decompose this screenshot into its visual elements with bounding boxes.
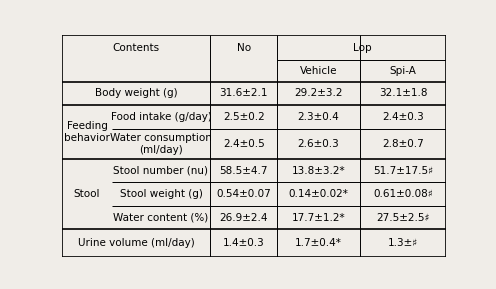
- Text: Stool: Stool: [74, 189, 100, 199]
- Text: 2.6±0.3: 2.6±0.3: [298, 139, 339, 149]
- Text: 2.3±0.4: 2.3±0.4: [298, 112, 339, 122]
- Text: Food intake (g/day): Food intake (g/day): [111, 112, 211, 122]
- Text: 2.8±0.7: 2.8±0.7: [382, 139, 424, 149]
- Text: 51.7±17.5♯: 51.7±17.5♯: [373, 166, 433, 175]
- Text: 27.5±2.5♯: 27.5±2.5♯: [376, 212, 430, 223]
- Text: 13.8±3.2*: 13.8±3.2*: [292, 166, 345, 175]
- Text: Feeding
behavior: Feeding behavior: [64, 121, 110, 143]
- Text: 0.14±0.02*: 0.14±0.02*: [289, 189, 349, 199]
- Text: 26.9±2.4: 26.9±2.4: [219, 212, 268, 223]
- Text: Stool number (nu): Stool number (nu): [114, 166, 208, 175]
- Text: Water consumption
(ml/day): Water consumption (ml/day): [110, 133, 212, 155]
- Text: 32.1±1.8: 32.1±1.8: [379, 88, 428, 98]
- Text: Spi-A: Spi-A: [390, 66, 417, 76]
- Text: No: No: [237, 42, 250, 53]
- Text: Urine volume (ml/day): Urine volume (ml/day): [77, 238, 194, 248]
- Text: 0.54±0.07: 0.54±0.07: [216, 189, 271, 199]
- Text: 2.4±0.5: 2.4±0.5: [223, 139, 264, 149]
- Text: 1.7±0.4*: 1.7±0.4*: [295, 238, 342, 248]
- Text: 17.7±1.2*: 17.7±1.2*: [292, 212, 345, 223]
- Text: 1.4±0.3: 1.4±0.3: [223, 238, 264, 248]
- Text: Vehicle: Vehicle: [300, 66, 337, 76]
- Text: 29.2±3.2: 29.2±3.2: [294, 88, 343, 98]
- Text: 0.61±0.08♯: 0.61±0.08♯: [373, 189, 433, 199]
- Text: 1.3±♯: 1.3±♯: [388, 238, 418, 248]
- Text: Water content (%): Water content (%): [114, 212, 209, 223]
- Text: 2.5±0.2: 2.5±0.2: [223, 112, 264, 122]
- Text: Stool weight (g): Stool weight (g): [120, 189, 202, 199]
- Text: Lop: Lop: [353, 42, 371, 53]
- Text: 2.4±0.3: 2.4±0.3: [382, 112, 424, 122]
- Text: 31.6±2.1: 31.6±2.1: [219, 88, 268, 98]
- Text: 58.5±4.7: 58.5±4.7: [219, 166, 268, 175]
- Text: Contents: Contents: [113, 42, 160, 53]
- Text: Body weight (g): Body weight (g): [95, 88, 177, 98]
